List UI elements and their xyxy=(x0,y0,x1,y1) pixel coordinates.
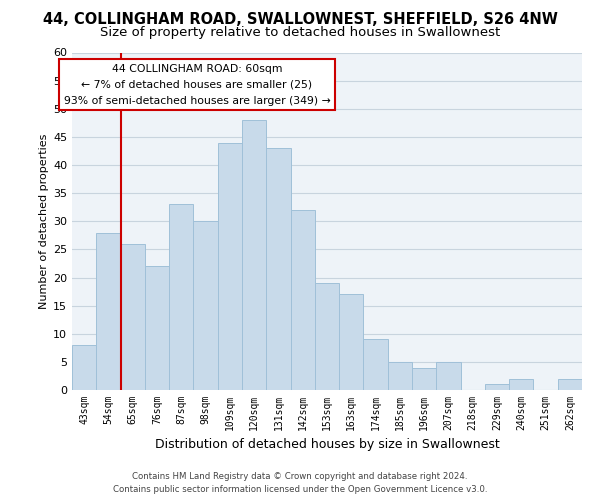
Bar xyxy=(339,294,364,390)
Text: Contains HM Land Registry data © Crown copyright and database right 2024.
Contai: Contains HM Land Registry data © Crown c… xyxy=(113,472,487,494)
Bar xyxy=(315,283,339,390)
Bar xyxy=(290,210,315,390)
Bar xyxy=(509,379,533,390)
X-axis label: Distribution of detached houses by size in Swallownest: Distribution of detached houses by size … xyxy=(155,438,499,452)
Bar xyxy=(364,340,388,390)
Text: 44, COLLINGHAM ROAD, SWALLOWNEST, SHEFFIELD, S26 4NW: 44, COLLINGHAM ROAD, SWALLOWNEST, SHEFFI… xyxy=(43,12,557,28)
Bar xyxy=(412,368,436,390)
Bar xyxy=(218,142,242,390)
Bar xyxy=(169,204,193,390)
Bar xyxy=(121,244,145,390)
Bar xyxy=(193,221,218,390)
Bar xyxy=(485,384,509,390)
Bar xyxy=(242,120,266,390)
Bar xyxy=(72,345,96,390)
Text: Size of property relative to detached houses in Swallownest: Size of property relative to detached ho… xyxy=(100,26,500,39)
Bar xyxy=(558,379,582,390)
Text: 44 COLLINGHAM ROAD: 60sqm
← 7% of detached houses are smaller (25)
93% of semi-d: 44 COLLINGHAM ROAD: 60sqm ← 7% of detach… xyxy=(64,64,331,106)
Bar xyxy=(96,232,121,390)
Bar xyxy=(388,362,412,390)
Bar xyxy=(145,266,169,390)
Bar xyxy=(266,148,290,390)
Bar xyxy=(436,362,461,390)
Y-axis label: Number of detached properties: Number of detached properties xyxy=(39,134,49,309)
